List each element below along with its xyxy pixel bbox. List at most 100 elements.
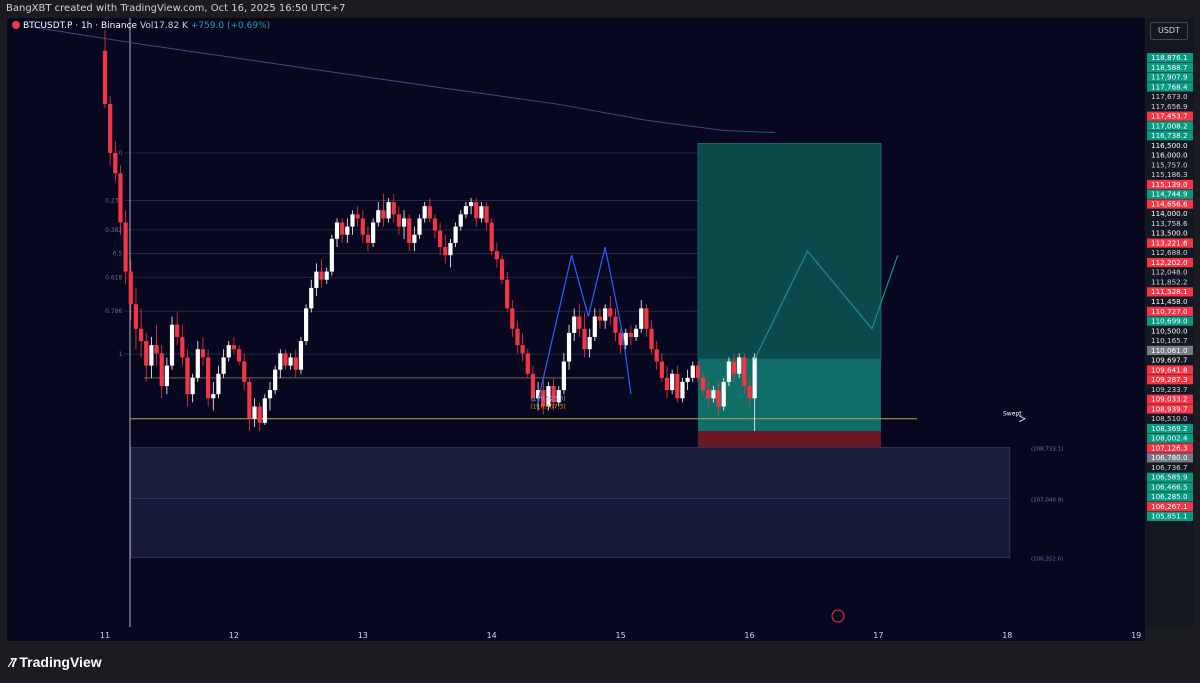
candle-body [144, 341, 149, 366]
price-label: 115,757.0 [1151, 160, 1188, 169]
time-axis[interactable]: 11 12 13 14 15 16 17 18 19 [7, 627, 1145, 641]
candle-body [618, 332, 623, 346]
price-label: 108,939.7 [1151, 404, 1188, 413]
price-label-bg [1147, 501, 1193, 512]
price-label: 109,287.3 [1151, 375, 1188, 384]
candle-body [484, 206, 489, 223]
fib-level-label: 0.786 [105, 308, 122, 315]
price-label: 106,285.0 [1151, 492, 1188, 501]
vwap-line [27, 25, 776, 134]
candle-body [365, 234, 371, 243]
price-label-bg [1147, 199, 1193, 209]
price-label-bg [1147, 82, 1193, 92]
price-annotation: (110,307.3) [530, 403, 565, 410]
candle-body [108, 103, 113, 153]
candle-body [185, 357, 190, 395]
candle-body [474, 202, 479, 219]
price-label: 106,585.9 [1151, 473, 1188, 482]
price-label: 106,267.1 [1151, 502, 1188, 511]
take-profit-zone [697, 142, 882, 360]
price-label: 108,002.4 [1151, 434, 1188, 443]
pattern-path [536, 246, 632, 407]
candle-body [613, 316, 618, 333]
candle-body [731, 361, 737, 374]
candle-body [412, 234, 417, 243]
candle-body [278, 353, 283, 370]
candle-body [633, 328, 639, 337]
price-label: 111,528.1 [1151, 287, 1188, 296]
candle-body [350, 214, 355, 227]
candle-body [149, 345, 154, 366]
candle-body [623, 332, 628, 346]
time-tick-label: 18 [1002, 631, 1012, 640]
candle-body [453, 226, 458, 243]
price-label: 114,656.6 [1151, 199, 1188, 208]
time-tick-label: 12 [229, 631, 239, 640]
candle-body [262, 398, 267, 423]
price-label: 117,768.4 [1151, 82, 1188, 91]
candle-body [499, 259, 505, 280]
candle-body [608, 308, 613, 317]
candle-body [138, 328, 144, 342]
price-label: 109,697.7 [1151, 356, 1188, 365]
symbol-label[interactable]: BTCUSDT.P · 1h · Binance [23, 21, 138, 31]
price-label-bg [1147, 189, 1193, 199]
candle-body [685, 377, 690, 382]
price-label: 114,000.0 [1151, 209, 1188, 218]
candle-body [355, 214, 360, 219]
price-label-bg [1147, 238, 1193, 248]
price-label-bg [1147, 179, 1193, 190]
candle-body [252, 406, 257, 419]
price-label-bg [1147, 53, 1193, 63]
candle-body [479, 206, 484, 219]
candle-body [226, 345, 231, 358]
candle-body [592, 316, 597, 337]
candle-body [639, 308, 644, 329]
candle-body [386, 202, 391, 219]
price-scale[interactable]: 118,876.1 118,588.7 117,907.9 117,768.4 117,… [1146, 18, 1194, 627]
candle-body [371, 222, 376, 243]
fib-level-label: 0.618 [105, 274, 122, 281]
candle-body [273, 369, 278, 391]
candle-body [417, 218, 422, 235]
candle-body [664, 377, 670, 391]
candle-body [407, 218, 412, 243]
candle-body [438, 230, 443, 248]
candle-body [695, 365, 701, 378]
price-label: 117,907.9 [1151, 73, 1188, 82]
fib-level-label: 0.236 [105, 197, 122, 204]
candlestick-chart[interactable]: (108,733.1) (107,040.9) (106,352.6) 0 0.236 0… [7, 18, 1145, 627]
candle-body [288, 357, 293, 366]
chart-pane[interactable]: (108,733.1) (107,040.9) (106,352.6) 0 0.236 0… [7, 18, 1145, 641]
time-tick-label: 11 [100, 631, 110, 640]
candle-body [159, 353, 164, 387]
candle-body [309, 287, 314, 309]
attribution-text: BangXBT created with TradingView.com, Oc… [6, 3, 346, 14]
price-label: 117,008.2 [1151, 121, 1188, 130]
price-label-bg [1147, 511, 1193, 521]
price-scale-labels[interactable]: 118,876.1118,588.7117,907.9117,768.4117,… [1146, 18, 1194, 627]
currency-selector[interactable]: USDT [1150, 22, 1188, 40]
fib-level-label: 0.5 [113, 251, 123, 258]
candle-body [561, 361, 566, 391]
alert-icon [831, 609, 845, 623]
price-label-bg [1147, 345, 1193, 356]
fvg-label: (108,733.1) [1031, 446, 1063, 452]
price-label: 109,641.8 [1151, 365, 1188, 374]
fib-level-label: 0.382 [105, 227, 122, 234]
symbol-legend[interactable]: BTCUSDT.P · 1h · Binance Vol17.82 K +759… [12, 21, 270, 31]
price-label: 108,369.2 [1151, 424, 1188, 433]
price-label: 106,466.5 [1151, 482, 1188, 491]
candle-body [169, 324, 175, 366]
candle-body [670, 373, 675, 391]
candle-body [360, 218, 365, 235]
price-label-bg [1147, 394, 1193, 404]
price-label-bg [1147, 375, 1193, 385]
time-axis-labels[interactable]: 11 12 13 14 15 16 17 18 19 [7, 628, 1145, 642]
footer [0, 643, 1200, 683]
candle-body [468, 202, 474, 207]
price-label: 118,588.7 [1151, 63, 1188, 72]
candle-body [541, 390, 546, 407]
candle-body [654, 349, 659, 362]
candle-body [443, 247, 448, 256]
